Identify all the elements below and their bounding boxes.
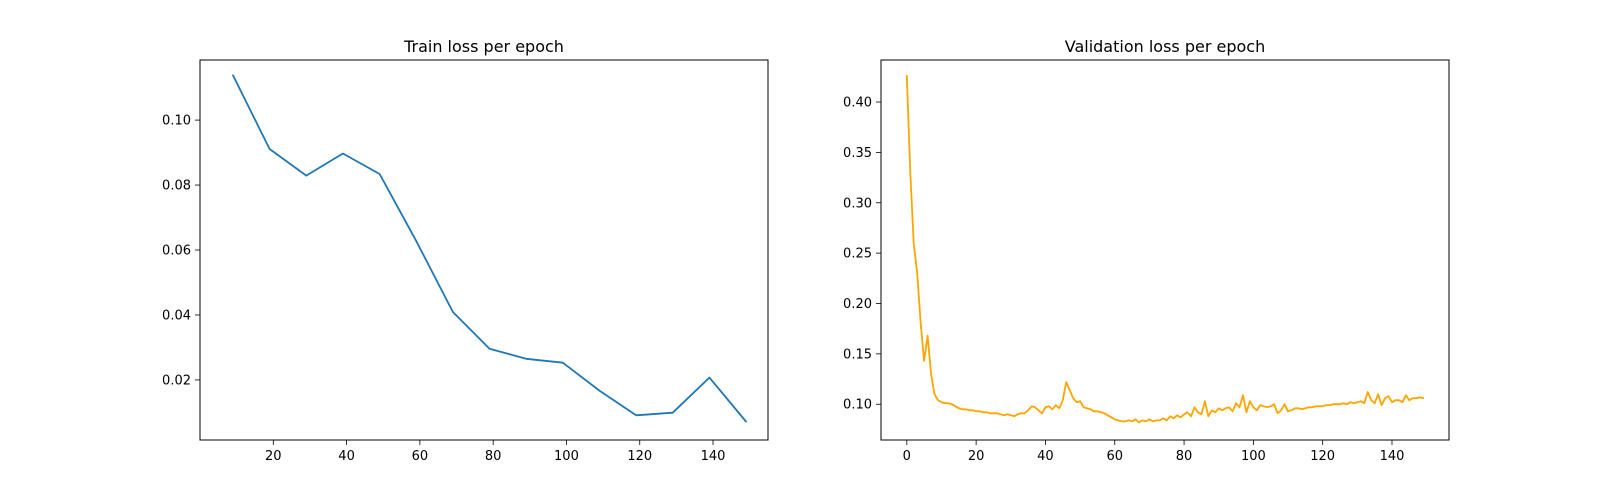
x-tick-label: 120 bbox=[1310, 449, 1335, 464]
y-tick-label: 0.08 bbox=[162, 179, 191, 194]
axes-frame bbox=[199, 59, 769, 441]
validation-loss-chart: Validation loss per epoch 0 20 40 60 80 100 12… bbox=[843, 37, 1450, 464]
x-tick-label: 40 bbox=[1037, 449, 1054, 464]
y-tick-label: 0.30 bbox=[843, 196, 872, 211]
x-tick-label: 20 bbox=[968, 449, 985, 464]
series-group bbox=[905, 74, 1425, 424]
x-tick-label: 80 bbox=[485, 449, 502, 464]
y-tick-label: 0.10 bbox=[843, 398, 872, 413]
x-tick-label: 60 bbox=[1106, 449, 1123, 464]
y-tick-label: 0.35 bbox=[843, 146, 872, 161]
x-tick-label: 120 bbox=[627, 449, 652, 464]
x-tick-label: 80 bbox=[1176, 449, 1193, 464]
x-tick-label: 40 bbox=[338, 449, 355, 464]
y-tick-label: 0.06 bbox=[162, 244, 191, 259]
chart-title: Train loss per epoch bbox=[403, 37, 564, 56]
y-tick-label: 0.15 bbox=[843, 347, 872, 362]
chart-title: Validation loss per epoch bbox=[1065, 37, 1265, 56]
y-tick-label: 0.20 bbox=[843, 297, 872, 312]
axis-ticks: 0 20 40 60 80 100 120 140 0.10 0.15 0.20 0.25 0.30 0.… bbox=[843, 96, 1404, 464]
series-group bbox=[232, 74, 747, 423]
series-line bbox=[232, 74, 747, 423]
x-tick-label: 100 bbox=[1241, 449, 1266, 464]
x-tick-label: 140 bbox=[1380, 449, 1405, 464]
x-tick-label: 140 bbox=[701, 449, 726, 464]
y-tick-label: 0.02 bbox=[162, 373, 191, 388]
y-tick-label: 0.04 bbox=[162, 308, 191, 323]
y-tick-label: 0.25 bbox=[843, 247, 872, 262]
train-loss-chart: Train loss per epoch 20 40 60 80 100 120 140 0.… bbox=[162, 37, 769, 464]
axis-ticks: 20 40 60 80 100 120 140 0.02 0.04 0.06 0.08 0.10 bbox=[162, 114, 725, 464]
x-tick-label: 20 bbox=[265, 449, 282, 464]
x-tick-label: 0 bbox=[903, 449, 911, 464]
y-tick-label: 0.40 bbox=[843, 96, 872, 111]
series-line bbox=[905, 74, 1425, 424]
x-tick-label: 100 bbox=[554, 449, 579, 464]
y-tick-label: 0.10 bbox=[162, 114, 191, 129]
x-tick-label: 60 bbox=[412, 449, 429, 464]
axes-frame bbox=[880, 59, 1450, 441]
